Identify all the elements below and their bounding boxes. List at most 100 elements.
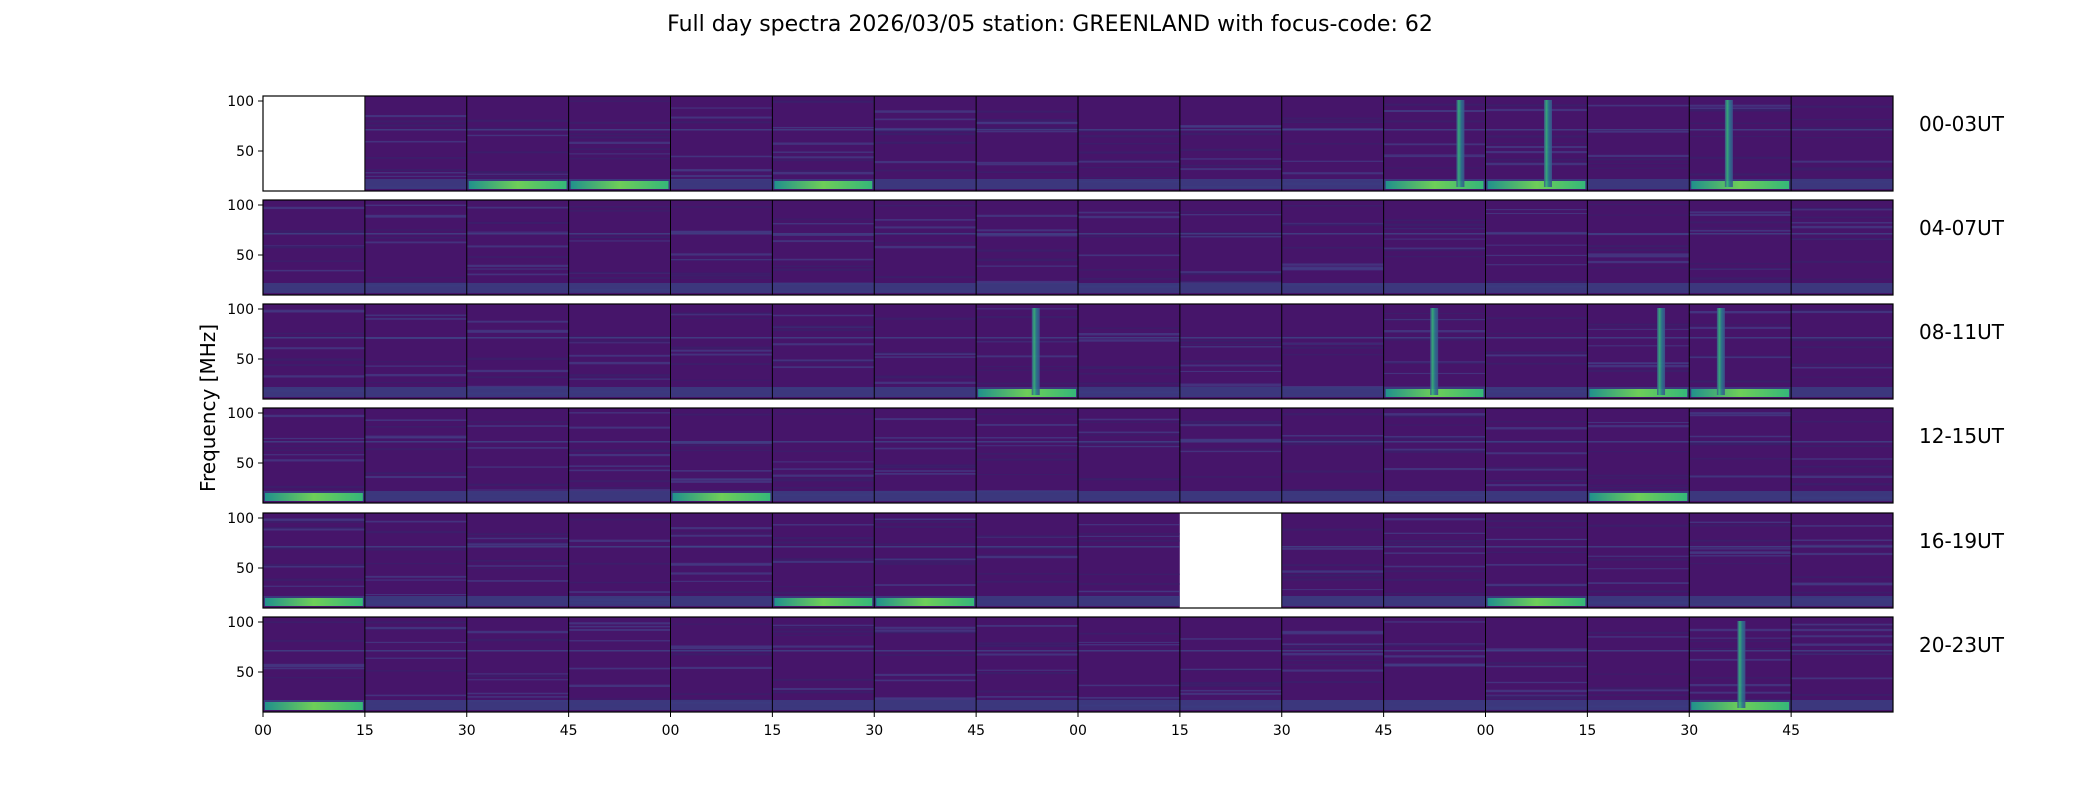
low-band	[263, 283, 365, 293]
noise-line	[976, 669, 1078, 671]
low-band	[670, 596, 773, 606]
noise-line	[568, 236, 671, 239]
noise-line	[1587, 249, 1690, 251]
spectrogram-panel	[771, 304, 875, 399]
noise-line	[466, 489, 569, 491]
panel-background	[1383, 408, 1486, 503]
noise-line	[772, 258, 875, 261]
noise-line	[1587, 421, 1690, 424]
noise-line	[1383, 154, 1486, 156]
low-band	[1179, 179, 1282, 189]
noise-line	[874, 226, 977, 229]
noise-line	[874, 679, 977, 682]
noise-line	[976, 355, 1078, 358]
noise-line	[1587, 267, 1690, 269]
noise-line	[1383, 467, 1486, 471]
low-band	[976, 283, 1078, 293]
noise-line	[364, 229, 467, 231]
noise-line	[1485, 212, 1588, 215]
noise-line	[1689, 326, 1792, 329]
noise-line	[1179, 421, 1282, 424]
spectrogram-panel	[568, 513, 671, 608]
noise-line	[466, 385, 569, 388]
noise-line	[1383, 219, 1486, 222]
spectrogram-panel	[771, 513, 875, 608]
band-line	[466, 441, 569, 443]
band-line	[364, 129, 467, 131]
noise-line	[976, 366, 1078, 368]
band-line	[1689, 233, 1792, 235]
noise-line	[874, 381, 977, 384]
y-tick-label: 100	[227, 302, 254, 318]
band-line	[1485, 233, 1588, 235]
noise-line	[364, 373, 467, 377]
low-band	[670, 700, 773, 710]
noise-line	[1078, 698, 1180, 701]
noise-line	[568, 340, 671, 343]
noise-line	[1791, 544, 1893, 546]
spectrogram-panel	[1485, 408, 1588, 503]
noise-line	[568, 640, 671, 642]
spectrogram-panel	[670, 617, 773, 712]
spectra-row: 100 50 04-07UT	[227, 198, 2005, 296]
noise-line	[1791, 473, 1893, 475]
noise-line	[1689, 380, 1792, 383]
noise-line	[1587, 364, 1690, 368]
noise-line	[772, 678, 875, 681]
noise-line	[772, 265, 875, 268]
noise-line	[1078, 366, 1180, 368]
spectra-row: 100 50 12-15UT	[227, 406, 2005, 504]
spectrogram-panel	[1586, 513, 1690, 608]
noise-line	[1179, 439, 1282, 441]
x-tick-label: 00	[1069, 723, 1087, 739]
noise-line	[263, 260, 365, 263]
band-line	[1078, 546, 1180, 548]
noise-line	[364, 641, 467, 644]
noise-line	[1383, 621, 1486, 623]
noise-line	[568, 487, 671, 489]
band-line	[1791, 233, 1893, 235]
noise-line	[772, 524, 875, 526]
noise-line	[568, 426, 671, 429]
noise-line	[874, 629, 977, 632]
noise-line	[1383, 570, 1486, 573]
noise-line	[364, 579, 467, 581]
noise-line	[976, 555, 1078, 559]
noise-line	[1179, 346, 1282, 348]
noise-line	[1383, 223, 1486, 227]
noise-line	[670, 121, 773, 124]
noise-line	[1689, 435, 1792, 438]
band-line	[772, 233, 875, 235]
low-band	[1281, 491, 1384, 501]
x-tick-label: 15	[1171, 723, 1189, 739]
noise-line	[1281, 119, 1384, 121]
panel-background	[874, 408, 977, 503]
spectrogram-panel	[975, 513, 1078, 608]
band-line	[1791, 650, 1893, 652]
noise-line	[1587, 673, 1690, 675]
noise-line	[772, 474, 875, 477]
low-band	[568, 491, 671, 501]
noise-line	[976, 122, 1078, 124]
band-line	[874, 546, 977, 548]
panel-background	[1587, 304, 1690, 399]
low-band	[1485, 283, 1588, 293]
noise-line	[1485, 563, 1588, 566]
panel-background	[1179, 304, 1282, 399]
spectrogram-panel	[873, 408, 977, 503]
noise-line	[1078, 644, 1180, 646]
band-line	[976, 441, 1078, 443]
panel-background	[1587, 96, 1690, 191]
spectrogram-panel	[1790, 617, 1893, 712]
noise-line	[1383, 143, 1486, 146]
noise-line	[1485, 158, 1588, 161]
noise-line	[1078, 418, 1180, 421]
panel-background	[1689, 304, 1792, 399]
noise-line	[1078, 235, 1180, 238]
noise-line	[874, 560, 977, 563]
noise-line	[1281, 443, 1384, 446]
spectrogram-panel	[263, 96, 365, 191]
noise-line	[364, 425, 467, 428]
spectrogram-panel	[1077, 617, 1180, 712]
spectrogram-panel	[975, 304, 1078, 399]
